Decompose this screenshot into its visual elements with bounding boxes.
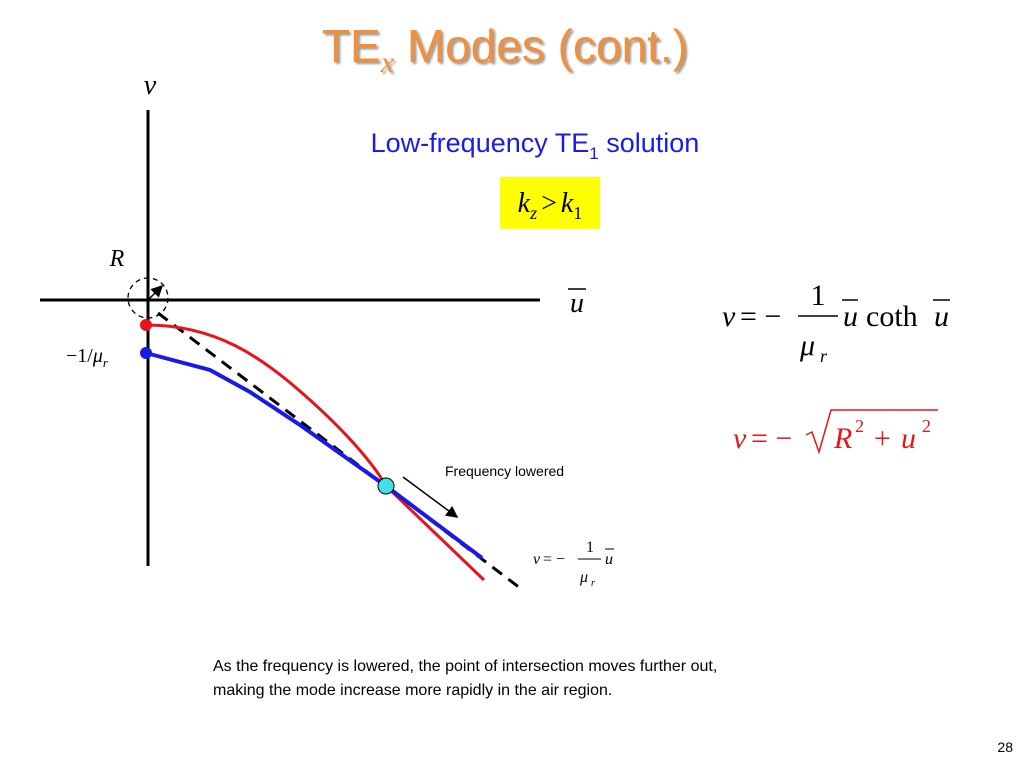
radius-label: R: [109, 246, 125, 272]
equation-3: v = − 1 μ r u: [533, 539, 614, 589]
slide-title: TEx Modes (cont.): [322, 20, 688, 79]
blue-point: [140, 347, 152, 359]
condition: kz > k1: [518, 188, 583, 223]
red-curve: [145, 323, 486, 582]
eq-part: μ: [92, 345, 103, 367]
page-number: 28: [997, 739, 1013, 755]
eq-part: 2: [855, 416, 864, 436]
eq-part: r: [820, 346, 828, 366]
eq-part: u: [605, 551, 613, 568]
blue-curve: [145, 351, 484, 560]
eq-part: R: [833, 422, 852, 455]
eq-part: = −: [543, 551, 565, 568]
eq-part: v: [722, 300, 736, 333]
eq-part: = −: [740, 300, 781, 333]
trend-arrow: [402, 476, 459, 518]
radius-circle: [127, 277, 169, 319]
annotation: Frequency lowered: [445, 463, 564, 479]
eq-part: z: [529, 203, 537, 223]
equation-2: v = − R 2 + u 2: [733, 409, 938, 455]
eq-part: μ: [579, 569, 588, 586]
u-axis-label: u: [570, 288, 584, 319]
eq-part: v: [533, 551, 541, 568]
title-rest: Modes (cont.): [394, 20, 688, 72]
eq-part: v: [733, 422, 747, 455]
eq-part: u: [843, 300, 858, 333]
caption-line: As the frequency is lowered, the point o…: [213, 658, 717, 675]
intercept-label: −1/μr: [66, 345, 109, 370]
eq-part: 1: [586, 539, 594, 556]
eq-part: r: [591, 578, 595, 589]
sqrt-sign: [805, 409, 938, 455]
eq-part: u: [901, 422, 916, 455]
subtitle-sub: 1: [589, 144, 598, 163]
eq-part: r: [103, 355, 109, 370]
subtitle: Low-frequency TE1 solution: [371, 128, 700, 163]
eq-part: k: [561, 188, 574, 219]
eq-part: = −: [751, 422, 792, 455]
eq-part: 2: [922, 416, 931, 436]
intersection-point: [377, 477, 395, 495]
v-axis-label: v: [144, 70, 157, 101]
subtitle-main: Low-frequency TE: [371, 128, 590, 158]
subtitle-rest: solution: [599, 128, 700, 158]
eq-part: +: [874, 422, 891, 455]
eq-part: 1: [573, 203, 582, 223]
eq-part: 1: [811, 279, 826, 312]
eq-part: −1/: [66, 345, 93, 367]
radius-arrow: [147, 284, 164, 301]
red-point: [140, 319, 152, 331]
highlight-box: [500, 177, 600, 229]
title-sub: x: [380, 46, 395, 79]
title-main: TE: [322, 20, 381, 72]
eq-part: >: [541, 188, 557, 219]
equation-1: v = − 1 μ r u coth u: [722, 279, 950, 366]
caption-line: making the mode increase more rapidly in…: [213, 682, 612, 699]
eq-part: μ: [799, 329, 815, 362]
eq-part: coth: [866, 300, 918, 333]
eq-part: k: [518, 188, 531, 219]
eq-part: u: [934, 300, 949, 333]
